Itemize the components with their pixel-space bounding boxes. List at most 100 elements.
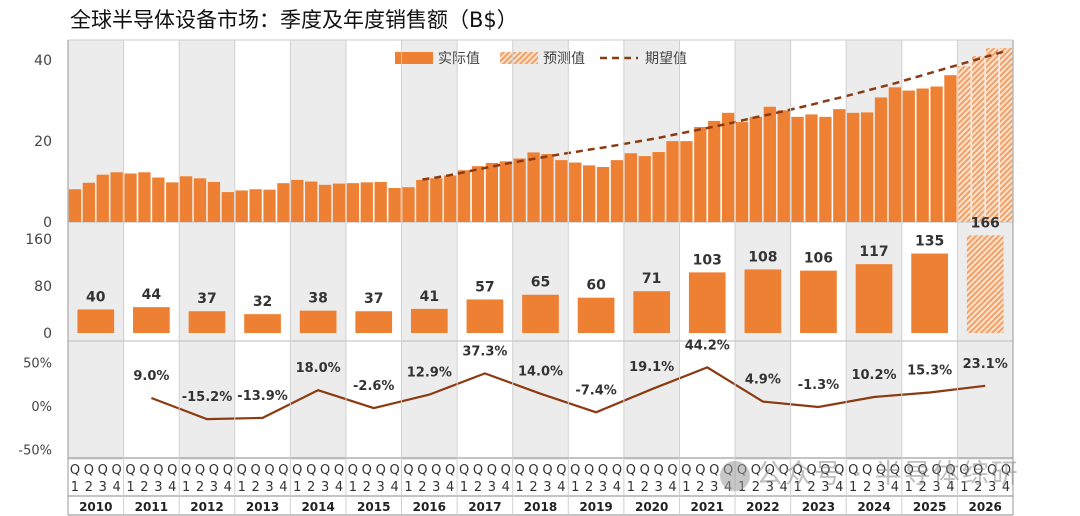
x-tick-q: Q [806, 463, 816, 478]
bar-actual [833, 109, 846, 222]
x-tick-num: 4 [557, 480, 565, 495]
x-tick-num: 1 [793, 480, 801, 495]
x-year-label: 2011 [135, 500, 168, 514]
x-year-label: 2021 [691, 500, 724, 514]
x-tick-num: 4 [1002, 480, 1010, 495]
bar-actual [513, 158, 526, 222]
x-tick-q: Q [237, 463, 247, 478]
data-label: -2.6% [353, 379, 394, 394]
legend-swatch-forecast [500, 52, 538, 64]
x-tick-q: Q [473, 463, 483, 478]
bar-actual [874, 97, 888, 222]
x-tick-q: Q [362, 463, 372, 478]
bar-actual [708, 120, 721, 222]
x-year-label: 2025 [913, 500, 946, 514]
wechat-icon [720, 460, 750, 491]
data-label: 135 [915, 234, 944, 250]
x-tick-q: Q [570, 463, 580, 478]
x-tick-q: Q [973, 463, 983, 478]
bar-actual [207, 181, 221, 222]
x-tick-q: Q [348, 463, 358, 478]
bar-actual [152, 177, 165, 222]
bar-actual [721, 112, 735, 222]
bar-actual [819, 116, 832, 222]
x-tick-q: Q [890, 463, 900, 478]
data-label: 9.0% [133, 369, 169, 384]
bar-actual [96, 174, 109, 222]
x-tick-num: 3 [265, 480, 273, 495]
x-year-label: 2019 [579, 500, 612, 514]
bar-actual [263, 189, 276, 222]
data-label: 37 [197, 291, 216, 307]
bar-actual [430, 178, 443, 222]
data-label: 166 [971, 215, 1000, 231]
bar-actual [610, 160, 624, 222]
watermark-text: 公众号 · 半导体综研 [756, 459, 1020, 490]
x-tick-q: Q [876, 463, 886, 478]
x-tick-q: Q [918, 463, 928, 478]
x-tick-num: 2 [585, 480, 593, 495]
bar-actual [763, 106, 776, 222]
data-label: 12.9% [407, 366, 452, 381]
data-label: 71 [642, 271, 661, 287]
x-tick-q: Q [389, 463, 399, 478]
x-tick-num: 1 [905, 480, 913, 495]
x-tick-num: 4 [502, 480, 510, 495]
x-tick-num: 3 [988, 480, 996, 495]
bar-actual [916, 88, 929, 223]
x-tick-num: 1 [293, 480, 301, 495]
x-tick-num: 1 [460, 480, 468, 495]
bar-forecast [999, 48, 1013, 222]
x-tick-num: 4 [446, 480, 454, 495]
x-tick-q: Q [862, 463, 872, 478]
x-tick-q: Q [584, 463, 594, 478]
bar-actual [332, 183, 346, 222]
x-tick-q: Q [959, 463, 969, 478]
bar-annual [244, 314, 281, 333]
year-band [68, 40, 124, 460]
x-tick-num: 2 [807, 480, 815, 495]
bar-annual [188, 311, 226, 333]
bar-actual [235, 190, 248, 222]
y-tick-label: 20 [34, 134, 52, 150]
bar-forecast [986, 48, 999, 222]
bar-actual [346, 183, 360, 222]
x-tick-num: 3 [210, 480, 218, 495]
bar-actual [124, 173, 137, 222]
year-band [401, 40, 458, 460]
bar-actual [291, 179, 304, 222]
x-tick-q: Q [98, 463, 108, 478]
x-tick-q: Q [250, 463, 260, 478]
bar-actual [221, 192, 234, 222]
x-tick-num: 1 [238, 480, 246, 495]
bar-actual [541, 154, 554, 222]
x-tick-num: 4 [224, 480, 232, 495]
x-tick-num: 2 [974, 480, 982, 495]
bar-actual [694, 126, 707, 222]
x-tick-num: 2 [641, 480, 649, 495]
bar-actual [860, 112, 874, 222]
x-tick-q: Q [904, 463, 914, 478]
data-label: 23.1% [963, 357, 1008, 372]
legend-swatch-actual [395, 52, 433, 64]
x-tick-num: 1 [71, 480, 79, 495]
bar-actual [193, 178, 207, 222]
x-year-label: 2014 [301, 500, 334, 514]
bar-actual [652, 152, 665, 222]
x-tick-q: Q [945, 463, 955, 478]
x-tick-q: Q [278, 463, 288, 478]
bar-actual [638, 156, 651, 222]
bar-actual [624, 153, 637, 222]
bar-actual [499, 161, 512, 222]
x-tick-num: 3 [377, 480, 385, 495]
x-tick-q: Q [459, 463, 469, 478]
x-tick-num: 1 [571, 480, 579, 495]
y-tick-label: 50% [23, 356, 52, 371]
x-tick-num: 1 [126, 480, 134, 495]
x-tick-num: 4 [390, 480, 398, 495]
data-label: 41 [420, 289, 439, 305]
x-tick-q: Q [626, 463, 636, 478]
bar-actual [305, 181, 318, 222]
x-tick-q: Q [515, 463, 525, 478]
bar-actual [360, 182, 373, 222]
